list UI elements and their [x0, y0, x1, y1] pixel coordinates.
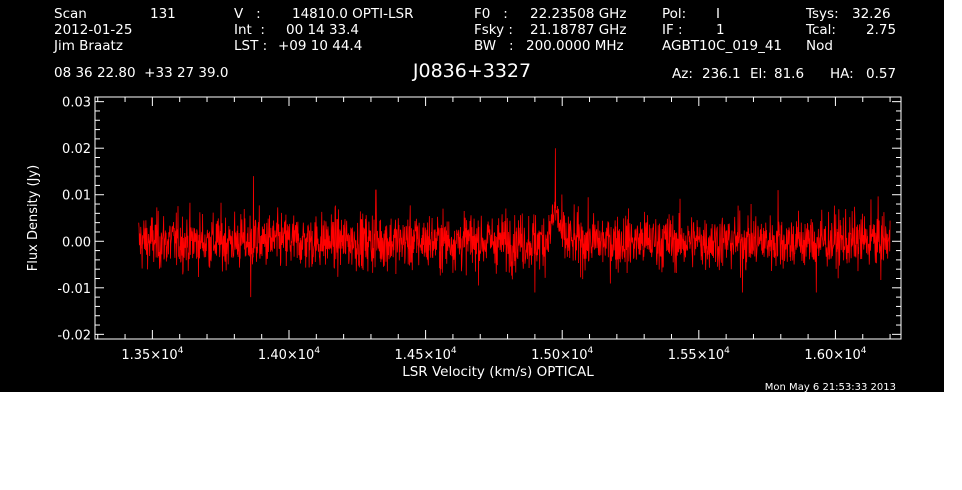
y-tick-label: 0.02 [62, 142, 91, 157]
plot-border [94, 96, 902, 340]
spectrum-chart: 0.03 0.02 0.01 0.00 -0.01 -0.02 1.35×104 1.40×1… [26, 96, 902, 392]
if-value: 1 [716, 22, 725, 38]
pol-value: I [716, 6, 720, 22]
tsys-value: 32.26 [852, 6, 891, 22]
plot-window: Scan 131 2012-01-25 Jim Braatz 08 36 22.… [0, 0, 944, 392]
tcal-label: Tcal: [806, 22, 836, 38]
velocity-value: 14810.0 OPTI-LSR [292, 6, 414, 22]
observer-name: Jim Braatz [54, 38, 123, 54]
spectrum-series [138, 148, 891, 298]
int-label: Int : [234, 22, 265, 38]
lst-label: LST : [234, 38, 268, 54]
tsys-label: Tsys: [806, 6, 839, 22]
x-tick-label: 1.45×104 [395, 346, 457, 363]
if-label: IF : [662, 22, 683, 38]
obs-date: 2012-01-25 [54, 22, 133, 38]
tcal-value: 2.75 [866, 22, 897, 38]
obs-mode: Nod [806, 38, 833, 54]
int-value: 00 14 33.4 [286, 22, 359, 38]
fsky-value: 21.18787 GHz [530, 22, 627, 38]
spectrum-line [138, 148, 891, 298]
y-tick-label: 0.00 [62, 235, 91, 250]
ha-value: 0.57 [866, 66, 897, 82]
scan-value: 131 [150, 6, 176, 22]
velocity-label: V : [234, 6, 261, 22]
x-tick-label: 1.40×104 [258, 346, 320, 363]
plot-timestamp: Mon May 6 21:53:33 2013 [765, 382, 896, 392]
x-tick-label: 1.60×104 [804, 346, 866, 363]
source-name: J0836+3327 [412, 60, 532, 82]
axis-ticks [95, 97, 901, 339]
f0-label: F0 : [474, 6, 508, 22]
pol-label: Pol: [662, 6, 687, 22]
az-value: 236.1 [702, 66, 741, 82]
scan-label: Scan [54, 6, 87, 22]
y-tick-label: -0.01 [57, 282, 91, 297]
az-label: Az: [672, 66, 693, 82]
x-axis-label: LSR Velocity (km/s) OPTICAL [402, 364, 594, 380]
project-id: AGBT10C_019_41 [662, 38, 783, 54]
bw-value: 200.0000 MHz [526, 38, 624, 54]
x-tick-label: 1.55×104 [668, 346, 730, 363]
bw-label: BW : [474, 38, 514, 54]
el-value: 81.6 [774, 66, 805, 82]
f0-value: 22.23508 GHz [530, 6, 627, 22]
y-tick-label: -0.02 [57, 328, 91, 343]
x-tick-label: 1.35×104 [121, 346, 183, 363]
tick-labels: 0.03 0.02 0.01 0.00 -0.01 -0.02 1.35×104 1.40×1… [57, 96, 866, 363]
ha-label: HA: [830, 66, 854, 82]
y-axis-label: Flux Density (Jy) [26, 165, 41, 271]
y-tick-label: 0.01 [62, 189, 91, 204]
source-coordinates: 08 36 22.80 +33 27 39.0 [54, 65, 229, 81]
el-label: El: [750, 66, 767, 82]
lst-value: +09 10 44.4 [278, 38, 363, 54]
x-tick-label: 1.50×104 [531, 346, 593, 363]
y-tick-label: 0.03 [62, 96, 91, 111]
fsky-label: Fsky : [474, 22, 513, 38]
